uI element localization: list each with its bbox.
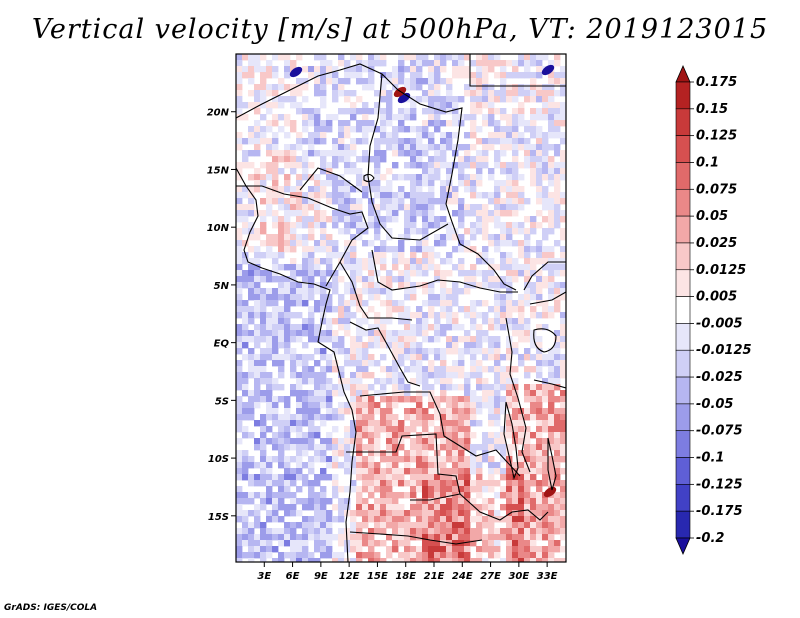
- border-drc-south: [359, 391, 521, 477]
- border-zambia: [459, 493, 549, 521]
- y-tick-label: 20N: [207, 108, 230, 119]
- colorbar: 0.175 0.15 0.125 0.1 0.075 0.05 0.025 0.0125 0.0…: [675, 65, 752, 555]
- colorbar-bottom-arrow: [675, 537, 691, 555]
- border-nigeria: [261, 185, 369, 287]
- colorbar-label: -0.005: [696, 316, 743, 331]
- colorbar-swatch: [675, 269, 691, 297]
- colorbar-label: -0.125: [696, 477, 743, 492]
- border-niger-south: [236, 167, 363, 193]
- y-tick-label: 5S: [215, 396, 229, 407]
- lake-chad: [363, 173, 375, 183]
- colorbar-label: -0.175: [696, 504, 743, 519]
- colorbar-label: -0.075: [696, 424, 743, 439]
- x-tick-label: 12E: [339, 571, 360, 582]
- colorbar-swatch: [675, 457, 691, 485]
- y-tick-label: 15S: [208, 512, 229, 523]
- x-tick-label: 27E: [480, 571, 501, 582]
- colorbar-label: -0.0125: [696, 343, 752, 358]
- border-congo: [349, 321, 421, 387]
- colorbar-swatch: [675, 376, 691, 405]
- border-east-africa: [523, 261, 566, 389]
- border-sahel: [236, 63, 517, 291]
- colorbar-swatch: [675, 81, 691, 110]
- chart-title: Vertical velocity [m/s] at 500hPa, VT: 2…: [31, 14, 769, 45]
- colorbar-label: -0.05: [696, 397, 733, 412]
- x-tick-label: 18E: [395, 571, 416, 582]
- border-namibia: [349, 531, 483, 545]
- colorbar-swatch: [675, 215, 691, 244]
- border-angola: [346, 433, 461, 501]
- coastline-west-africa: [236, 167, 357, 562]
- velocity-field: [236, 54, 566, 562]
- colorbar-swatch: [675, 188, 691, 217]
- colorbar-swatch: [675, 430, 691, 458]
- country-borders: [236, 54, 566, 562]
- x-tick-label: 33E: [537, 571, 558, 582]
- colorbar-label: 0.15: [696, 102, 728, 117]
- border-chad-sudan: [367, 73, 449, 241]
- y-tick-label: 5N: [214, 281, 230, 292]
- colorbar-swatch: [675, 162, 691, 190]
- lake-malawi: [547, 437, 557, 491]
- grads-credit: GrADS: IGES/COLA: [4, 603, 98, 613]
- y-tick-label: 10S: [208, 454, 229, 465]
- colorbar-label: -0.025: [696, 370, 743, 385]
- border-car: [371, 249, 518, 293]
- x-tick-label: 6E: [286, 571, 300, 582]
- colorbar-swatch: [675, 403, 691, 432]
- x-tick-label: 30E: [508, 571, 529, 582]
- x-tick-label: 21E: [424, 571, 445, 582]
- lake-victoria: [533, 328, 557, 353]
- velocity-core: [541, 64, 555, 76]
- x-tick-label: 15E: [367, 571, 388, 582]
- border-libya-east: [469, 54, 566, 87]
- colorbar-label: 0.125: [696, 129, 737, 144]
- border-drc-east: [505, 317, 531, 473]
- y-tick-label: EQ: [214, 339, 230, 350]
- x-tick-label: 3E: [257, 571, 271, 582]
- colorbar-label: 0.0125: [696, 263, 746, 278]
- colorbar-label: 0.05: [696, 209, 728, 224]
- y-axis-ticks: 20N 15N 10N 5N EQ 5S 10S 15S: [207, 108, 236, 523]
- colorbar-swatch: [675, 108, 691, 136]
- colorbar-label: 0.175: [696, 75, 737, 90]
- colorbar-swatch: [675, 349, 691, 378]
- colorbar-label: 0.005: [696, 290, 737, 305]
- velocity-core: [289, 66, 303, 78]
- colorbar-swatch: [675, 135, 691, 163]
- y-tick-label: 10N: [207, 223, 230, 234]
- x-tick-label: 9E: [314, 571, 328, 582]
- colorbar-swatch: [675, 296, 691, 324]
- x-tick-label: 24E: [452, 571, 473, 582]
- colorbar-swatch: [675, 323, 691, 351]
- colorbar-label: 0.025: [696, 236, 737, 251]
- colorbar-label: 0.075: [696, 182, 737, 197]
- velocity-core: [543, 486, 557, 498]
- border-cameroon: [339, 261, 413, 321]
- colorbar-top-arrow: [675, 65, 691, 83]
- colorbar-label: 0.1: [696, 155, 719, 170]
- colorbar-swatch: [675, 510, 691, 539]
- colorbar-swatch: [675, 484, 691, 512]
- x-axis-ticks: 3E 6E 9E 12E 15E 18E 21E 24E 27E 30E 33E: [257, 562, 558, 582]
- colorbar-label: -0.2: [696, 531, 724, 546]
- y-tick-label: 15N: [207, 165, 230, 176]
- colorbar-swatch: [675, 242, 691, 271]
- lake-tanganyika: [503, 401, 519, 480]
- colorbar-label: -0.1: [696, 451, 724, 466]
